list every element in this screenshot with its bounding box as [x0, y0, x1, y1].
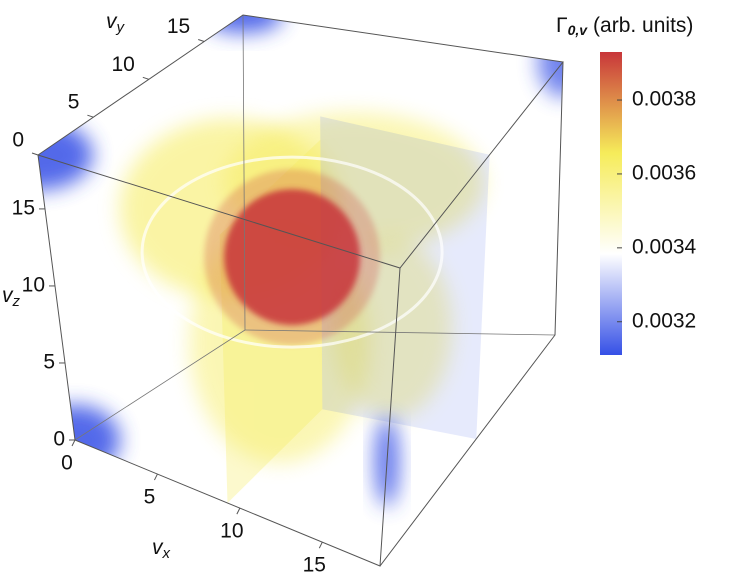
edge	[379, 61, 564, 567]
x-tick-mark	[71, 439, 76, 447]
colorbar-tick-label: 0.0032	[632, 309, 696, 332]
x-axis-label-base: v	[152, 536, 164, 559]
density-blob	[38, 120, 93, 190]
z-axis-label-sub: z	[12, 293, 21, 310]
x-axis-label-sub: x	[162, 545, 171, 562]
y-tick-mark	[31, 152, 39, 156]
y-axis-label-base: v	[106, 10, 118, 33]
z-tick-label: 5	[43, 351, 55, 374]
x-tick-mark	[153, 473, 158, 481]
y-tick-label: 0	[12, 129, 24, 152]
z-tick-label: 10	[22, 273, 45, 296]
x-tick-mark	[236, 507, 241, 515]
volume	[38, 15, 563, 507]
z-tick-label: 0	[53, 428, 65, 451]
slice-plane	[320, 116, 490, 439]
y-tick-mark	[142, 76, 149, 80]
colorbar-tick-label: 0.0038	[632, 88, 696, 111]
x-tick-label: 10	[220, 520, 243, 543]
colorbar-tick-label: 0.0036	[632, 161, 696, 184]
z-axis-label: vz	[2, 284, 21, 310]
colorbar-title-units: (arb. units)	[593, 14, 693, 37]
z-tick-label: 15	[12, 196, 35, 219]
density-core	[224, 189, 361, 326]
cube-edges	[37, 14, 564, 567]
colorbar-title-sub: 0,v	[568, 22, 589, 38]
y-axis-label: vy	[106, 10, 126, 36]
colorbar-title: Γ0,v (arb. units)	[556, 14, 693, 38]
y-tick-mark	[87, 114, 94, 118]
colorbar	[600, 52, 622, 355]
x-tick-label: 15	[303, 554, 326, 577]
y-axis-label-sub: y	[116, 19, 126, 36]
y-tick-label: 5	[68, 91, 80, 114]
y-tick-mark	[198, 39, 205, 42]
y-tick-label: 10	[111, 53, 134, 76]
colorbar-title-base: Γ	[556, 14, 568, 37]
z-axis-label-base: v	[2, 284, 14, 307]
x-axis-label: vx	[152, 536, 171, 562]
x-tick-label: 5	[144, 486, 156, 509]
colorbar-tick-label: 0.0034	[632, 235, 697, 258]
x-tick-label: 0	[61, 452, 73, 475]
hidden-edge	[244, 329, 556, 336]
contour	[140, 155, 444, 349]
x-tick-mark	[318, 541, 323, 549]
y-tick-label: 15	[167, 15, 190, 38]
edge	[37, 154, 401, 567]
